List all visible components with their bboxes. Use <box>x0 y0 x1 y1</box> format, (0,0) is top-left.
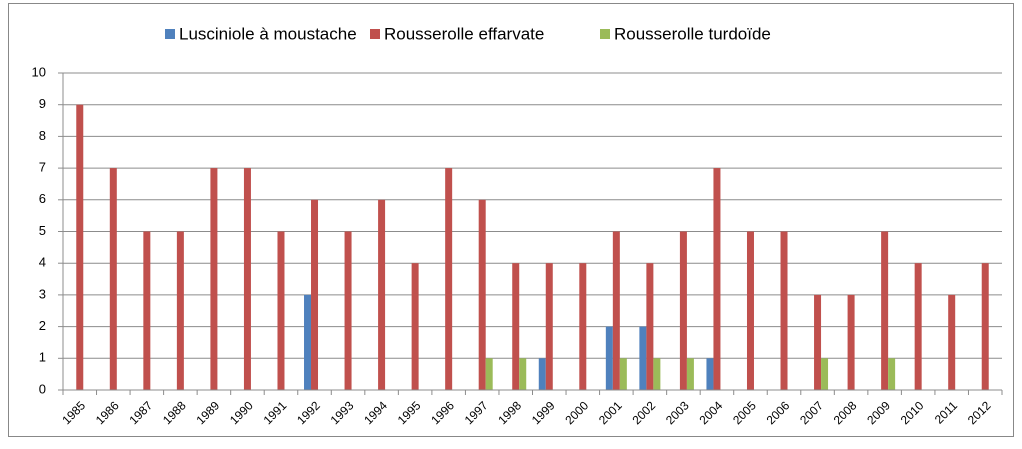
y-tick-label: 7 <box>39 160 46 175</box>
bar <box>210 168 218 390</box>
bar <box>411 263 419 390</box>
y-tick-label: 10 <box>32 64 46 79</box>
bar <box>445 168 453 390</box>
bar <box>746 231 754 390</box>
bar <box>605 326 613 390</box>
y-tick-label: 1 <box>39 350 46 365</box>
bar <box>545 263 553 390</box>
legend-swatch <box>600 29 610 39</box>
bar <box>639 326 647 390</box>
legend-label: Rousserolle turdoïde <box>614 24 771 43</box>
bar <box>706 358 714 390</box>
bar <box>713 168 721 390</box>
bar <box>143 231 151 390</box>
legend-label: Lusciniole à moustache <box>179 24 357 43</box>
bar <box>478 199 486 390</box>
bar <box>914 263 922 390</box>
bar <box>304 294 312 390</box>
bar <box>881 231 889 390</box>
bar <box>311 199 319 390</box>
y-tick-label: 0 <box>39 381 46 396</box>
legend-label: Rousserolle effarvate <box>384 24 544 43</box>
bar <box>619 358 627 390</box>
bar <box>277 231 285 390</box>
legend-swatch <box>370 29 380 39</box>
bar <box>109 168 117 390</box>
bar <box>653 358 661 390</box>
bar <box>579 263 587 390</box>
y-tick-label: 8 <box>39 128 46 143</box>
bar <box>243 168 251 390</box>
bar <box>512 263 520 390</box>
chart-border <box>8 3 1014 437</box>
legend-swatch <box>165 29 175 39</box>
bar <box>612 231 620 390</box>
bar <box>519 358 527 390</box>
bar <box>780 231 788 390</box>
bar <box>948 294 956 390</box>
bar <box>847 294 855 390</box>
bar <box>344 231 352 390</box>
y-tick-label: 2 <box>39 318 46 333</box>
bar <box>538 358 546 390</box>
bar <box>821 358 829 390</box>
bar <box>814 294 822 390</box>
y-tick-label: 9 <box>39 96 46 111</box>
y-tick-label: 5 <box>39 223 46 238</box>
y-tick-label: 6 <box>39 191 46 206</box>
bar <box>981 263 989 390</box>
y-tick-label: 3 <box>39 286 46 301</box>
bar <box>485 358 493 390</box>
bar <box>888 358 896 390</box>
y-tick-label: 4 <box>39 255 46 270</box>
bar <box>76 104 84 390</box>
bar <box>378 199 386 390</box>
bar <box>686 358 694 390</box>
bar <box>646 263 654 390</box>
bar <box>176 231 184 390</box>
bar <box>679 231 687 390</box>
